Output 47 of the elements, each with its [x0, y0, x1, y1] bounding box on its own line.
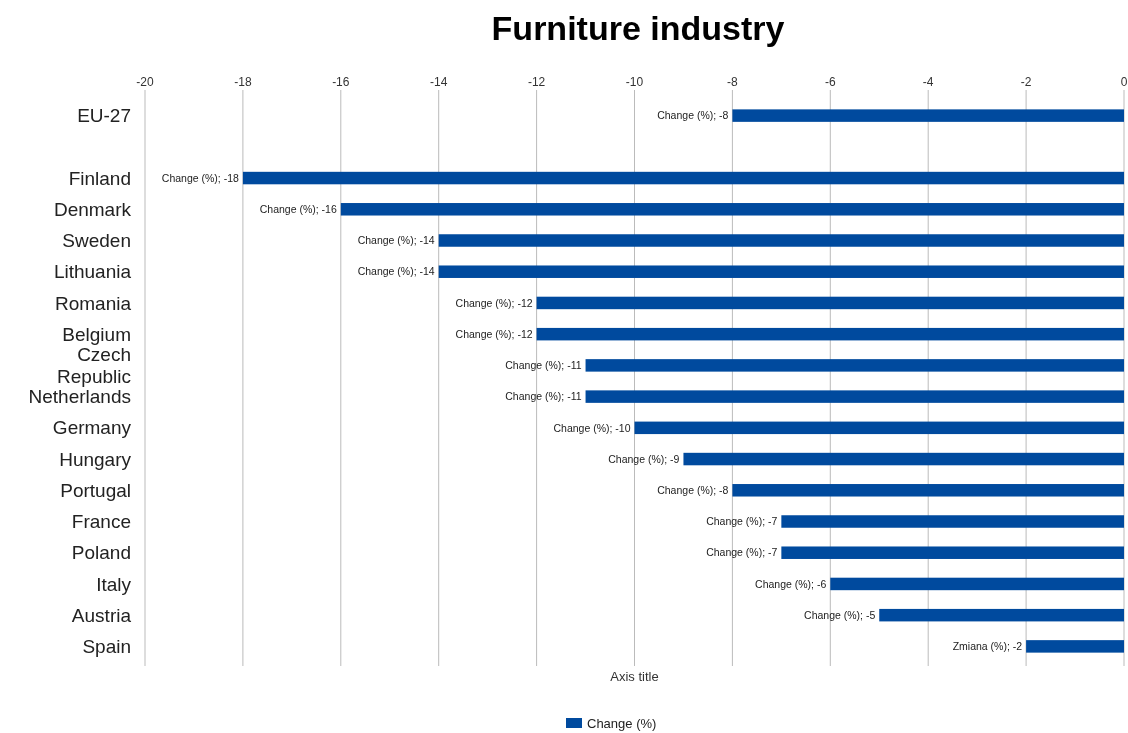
data-label: Zmiana (%); -2 — [952, 640, 1023, 653]
data-label: Change (%); -5 — [804, 608, 876, 621]
data-label: Change (%); -10 — [553, 421, 631, 434]
x-tick-label: -10 — [625, 75, 644, 89]
x-tick-label: -8 — [727, 75, 739, 89]
data-label: Change (%); -16 — [259, 202, 337, 215]
data-label: Change (%); -6 — [755, 577, 827, 590]
data-label: Change (%); -12 — [455, 327, 533, 340]
y-tick-label: Italy — [96, 573, 132, 595]
x-tick-label: -4 — [922, 75, 934, 89]
data-label: Change (%); -11 — [505, 359, 582, 372]
data-label: Change (%); -7 — [706, 546, 778, 559]
data-label: Change (%); -18 — [161, 171, 240, 184]
y-tick-label: EU-27 — [77, 105, 131, 127]
y-tick-label: Spain — [82, 636, 131, 658]
y-tick-label: Sweden — [62, 230, 131, 252]
data-label: Change (%); -8 — [657, 483, 729, 496]
y-tick-label: Denmark — [53, 198, 132, 220]
y-tick-label: Germany — [52, 417, 132, 439]
y-tick-label: Finland — [68, 167, 131, 189]
x-axis-title: Axis title — [610, 669, 659, 684]
data-label: Change (%); -14 — [357, 234, 435, 247]
chart-title: Furniture industry — [491, 9, 785, 47]
y-tick-label: Poland — [71, 542, 131, 564]
x-tick-label: -6 — [824, 75, 836, 89]
x-tick-label: -20 — [136, 75, 154, 89]
y-tick-label: Romania — [54, 292, 132, 314]
data-label: Change (%); -8 — [657, 109, 729, 122]
data-label: Change (%); -11 — [505, 390, 582, 403]
data-label: Change (%); -12 — [455, 296, 533, 309]
x-tick-label: -2 — [1020, 75, 1032, 89]
x-tick-label: 0 — [1120, 75, 1128, 89]
y-tick-label: Hungary — [59, 448, 132, 470]
data-label: Change (%); -9 — [608, 452, 680, 465]
legend-label: Change (%) — [587, 715, 657, 731]
y-tick-label: Belgium — [62, 323, 131, 345]
x-tick-label: -12 — [527, 75, 546, 89]
data-label: Change (%); -7 — [706, 515, 778, 528]
x-tick-label: -14 — [430, 75, 448, 89]
y-tick-label: Lithuania — [53, 261, 132, 283]
y-tick-label: Portugal — [60, 479, 131, 501]
x-tick-label: -18 — [234, 75, 252, 89]
y-tick-label: Austria — [71, 604, 132, 626]
y-tick-label: France — [71, 511, 131, 533]
y-tick-label: Netherlands — [28, 386, 131, 408]
x-tick-label: -16 — [332, 75, 350, 89]
data-label: Change (%); -14 — [357, 265, 435, 278]
